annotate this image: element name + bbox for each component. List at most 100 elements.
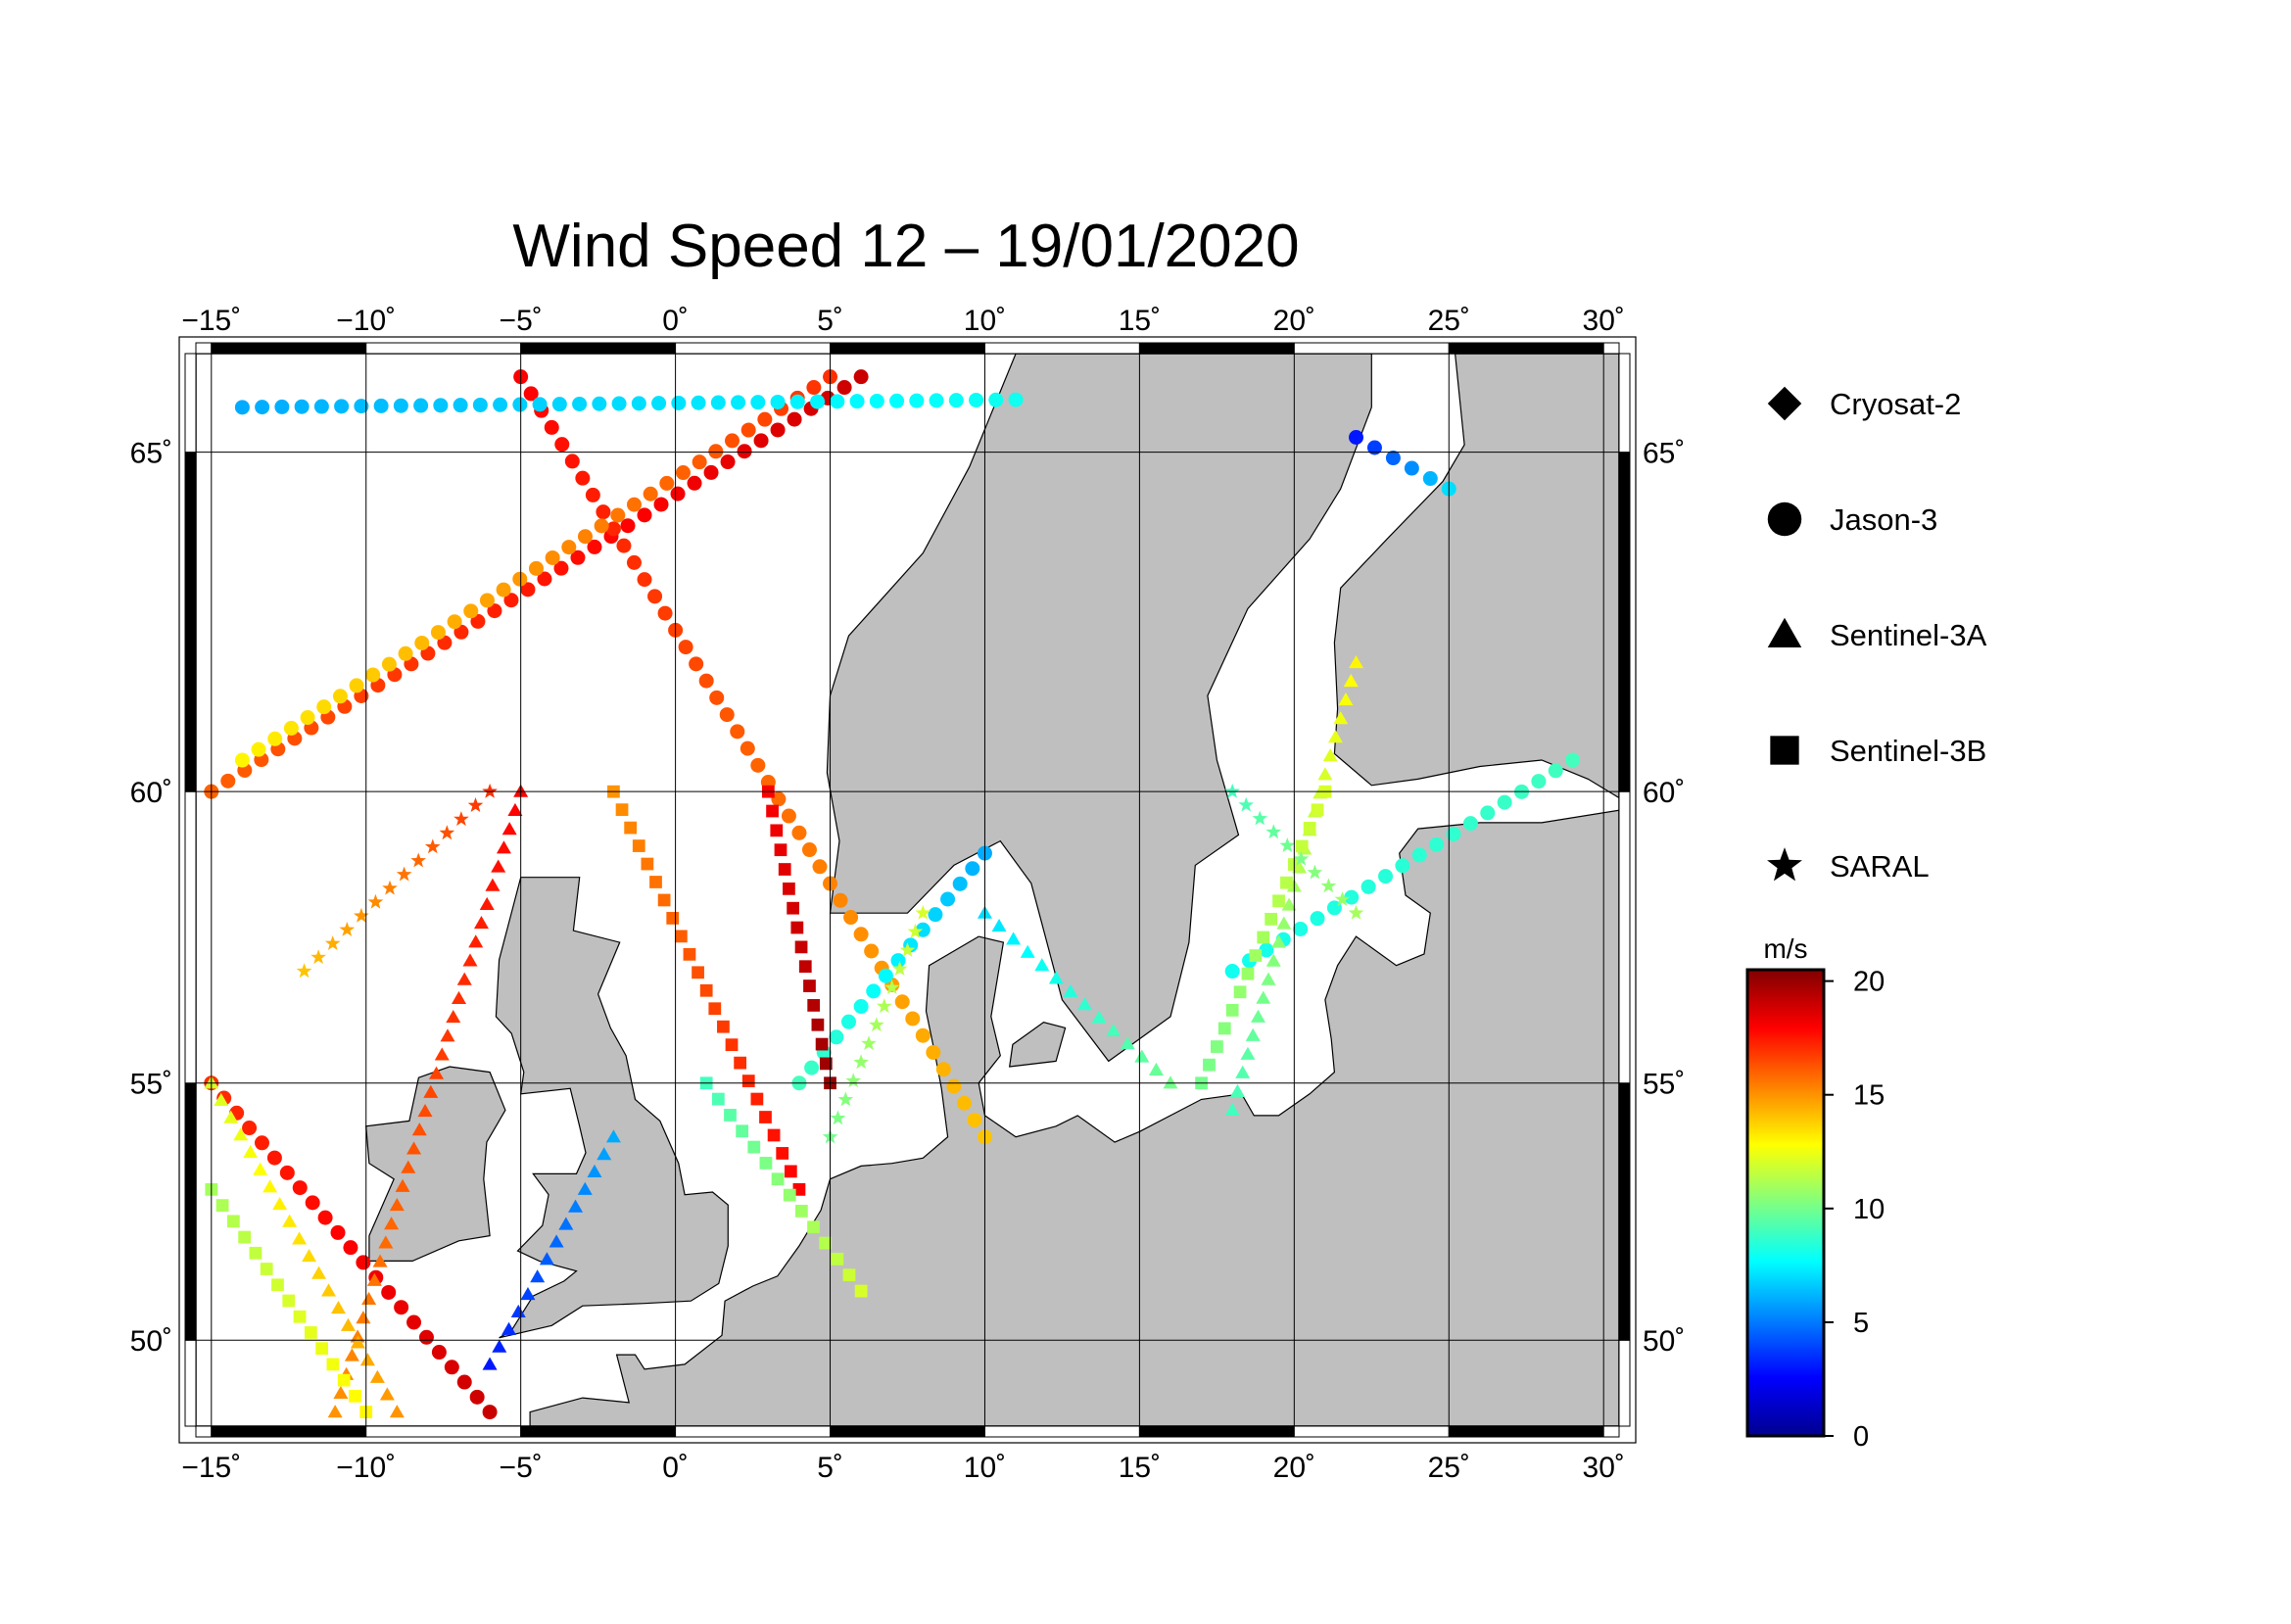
track-point [378, 1235, 394, 1249]
track-point [558, 1217, 574, 1230]
track-jason-3 [791, 845, 992, 1091]
track-point [641, 857, 654, 871]
track-point [928, 907, 943, 923]
track-point [429, 1066, 445, 1079]
frame-bar-bottom [983, 1425, 1140, 1438]
land-scandinavia [826, 354, 1372, 1063]
track-point [643, 486, 658, 502]
colorbar-tick-label: 20 [1853, 967, 1885, 998]
track-point [767, 1128, 781, 1142]
track-point [678, 640, 693, 655]
track-point [333, 1385, 349, 1400]
track-point [698, 673, 714, 689]
track-point [991, 919, 1007, 932]
track-point [327, 1405, 343, 1418]
track-point [956, 1095, 972, 1111]
lon-tick-label-bottom: −10˚ [336, 1452, 396, 1484]
legend: Cryosat-2 Jason-3 Sentinel-3A Sentinel-3B SA… [1767, 386, 1987, 884]
track-point [470, 613, 486, 629]
track-point [271, 1278, 284, 1292]
track-point [1210, 1040, 1223, 1053]
track-point [891, 961, 908, 976]
track-point [889, 393, 905, 408]
track-point [1224, 964, 1240, 979]
track-point [398, 645, 413, 661]
track-point [1225, 1003, 1239, 1017]
track-point [778, 863, 791, 876]
lat-tick-label-right: 60˚ [1643, 777, 1685, 809]
lon-tick-label-bottom: 0˚ [662, 1452, 689, 1484]
track-point [510, 1304, 526, 1317]
track-point [1378, 869, 1394, 884]
track-point [740, 422, 756, 438]
track-point [1497, 794, 1512, 810]
map-area: −15˚ −15˚ −10˚ −10˚ −5˚ −5˚ 0˚ 0˚ 5˚ 5˚ 10˚ 10˚ 15˚ 1… [130, 305, 1686, 1484]
track-point [819, 1057, 833, 1071]
frame-bar-top [675, 342, 832, 355]
track-point [759, 1111, 772, 1123]
track-point [592, 396, 607, 411]
track-point [1548, 763, 1563, 779]
track-point [711, 1092, 725, 1106]
frame-bar-right [1618, 452, 1631, 792]
track-point [587, 539, 602, 554]
track-point [1008, 392, 1024, 407]
lon-tick-label-top: 20˚ [1273, 305, 1315, 337]
track-point [790, 921, 804, 934]
track-point [418, 1329, 434, 1345]
track-point [647, 589, 663, 604]
track-point [468, 934, 484, 948]
track-point [815, 1037, 829, 1051]
track-point [794, 940, 808, 954]
track-point [300, 710, 315, 726]
track-point [349, 678, 364, 693]
track-point [965, 861, 980, 877]
frame-bar-bottom [365, 1425, 522, 1438]
track-point [267, 731, 283, 746]
frame-bar-left [184, 790, 197, 1084]
track-point [861, 1035, 877, 1051]
track-point [366, 1272, 382, 1286]
lat-tick-label-left: 50˚ [130, 1325, 172, 1358]
track-sentinel-3a [204, 1075, 405, 1418]
track-point [1317, 767, 1333, 781]
track-point [367, 893, 384, 909]
track-sentinel-3b [205, 1182, 373, 1418]
track-point [624, 821, 638, 835]
track-point [356, 1255, 371, 1270]
frame-bar-bottom [1293, 1425, 1450, 1438]
track-point [249, 1246, 263, 1260]
track-point [451, 990, 466, 1004]
track-point [1565, 752, 1581, 768]
track-point [326, 1358, 340, 1371]
track-point [1338, 693, 1354, 706]
track-point [310, 949, 326, 965]
track-point [915, 922, 931, 937]
track-point [1349, 654, 1364, 669]
track-point [651, 396, 667, 411]
track-point [905, 1011, 921, 1027]
track-point [1235, 1065, 1251, 1078]
colorbar-unit: m/s [1763, 933, 1807, 964]
track-point [1134, 1049, 1150, 1063]
track-point [214, 1092, 229, 1107]
track-point [463, 603, 479, 619]
track-point [935, 1062, 951, 1077]
track-point [255, 400, 270, 415]
track-point [350, 1335, 365, 1349]
track-point [396, 866, 412, 882]
track-point [251, 741, 266, 757]
track-point [781, 808, 796, 824]
track-point [717, 1020, 730, 1033]
track-point [354, 907, 369, 923]
track-point [948, 393, 964, 408]
land-baltic-states [529, 809, 1619, 1426]
track-point [260, 1263, 273, 1275]
track-point [812, 859, 828, 875]
track-point [570, 549, 586, 565]
track-point [771, 791, 787, 807]
track-point [774, 843, 788, 857]
lat-tick-label-right: 55˚ [1643, 1069, 1685, 1101]
track-point [703, 464, 719, 480]
track-point [1480, 805, 1496, 821]
